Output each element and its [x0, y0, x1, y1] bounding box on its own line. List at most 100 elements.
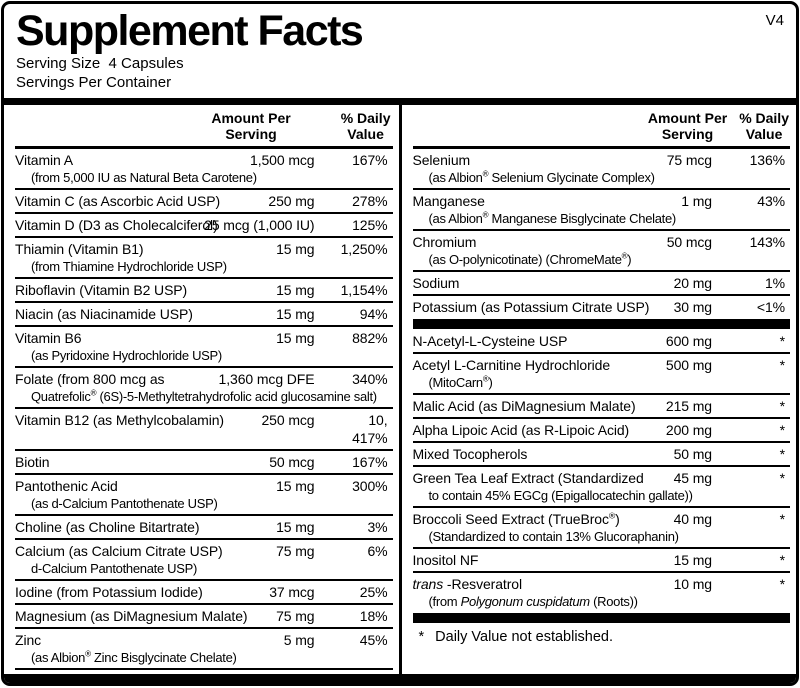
nutrient-name: Vitamin B12 (as Methylcobalamin) [15, 412, 224, 428]
nutrient-source: to contain 45% EGCg (Epigallocatechin ga… [428, 488, 693, 503]
left-rows: Vitamin A 1,500 mcg 167% (from 5,000 IU as … [15, 149, 393, 670]
page-title: Supplement Facts [16, 7, 364, 55]
nutrient-daily-value: 340% [352, 371, 388, 387]
nutrient-amount: 75 mcg [666, 152, 712, 168]
nutrient-daily-value: <1% [756, 299, 785, 315]
nutrient-row: Vitamin B6 15 mg 882% (as Pyridoxine Hydroc… [15, 325, 393, 366]
nutrient-daily-value: 43% [757, 193, 785, 209]
amount-per-serving-header: Amount Per Serving [211, 110, 290, 142]
nutrient-name: Riboflavin (Vitamin B2 USP) [15, 282, 188, 298]
nutrient-row: Thiamin (Vitamin B1) 15 mg 1,250% (from Thi… [15, 236, 393, 277]
nutrient-row: Folate (from 800 mcg as 1,360 mcg DFE 340%… [15, 366, 393, 407]
nutrient-row: Biotin 50 mcg 167% [15, 449, 393, 473]
nutrient-row: Pantothenic Acid 15 mg 300% (as d-Calcium P… [15, 473, 393, 514]
nutrient-name: Acetyl L-Carnitine Hydrochloride [412, 357, 611, 373]
nutrient-source: (as Albion® Selenium Glycinate Complex) [428, 169, 655, 185]
daily-value-header: % Daily Value [739, 110, 789, 142]
nutrient-row: Niacin (as Niacinamide USP) 15 mg 94% [15, 301, 393, 325]
section-divider-bar [412, 319, 790, 329]
nutrient-daily-value: * [779, 511, 785, 527]
nutrient-amount: 50 mg [673, 446, 713, 462]
nutrient-name: Sodium [412, 275, 460, 291]
dv-header-line2: Value [745, 126, 783, 142]
nutrient-amount: 15 mg [276, 330, 315, 346]
nutrient-row: Magnesium (as DiMagnesium Malate) 75 mg 18… [15, 603, 393, 627]
nutrient-source: (Standardized to contain 13% Glucoraphan… [428, 529, 679, 544]
footnote-asterisk: * [418, 629, 425, 645]
nutrient-daily-value: * [779, 333, 785, 349]
nutrient-row: N-Acetyl-L-Cysteine USP 600 mg * [413, 330, 791, 352]
nutrient-row: Zinc 5 mg 45% (as Albion® Zinc Bisglycinate… [15, 627, 393, 668]
nutrient-daily-value: 300% [352, 478, 388, 494]
nutrient-row: trans -Resveratrol 10 mg * (from Polygonum … [412, 571, 790, 612]
nutrient-daily-value: * [779, 576, 785, 592]
footnote-text: Daily Value not established. [435, 629, 614, 645]
nutrient-name: Malic Acid (as DiMagnesium Malate) [412, 398, 636, 414]
nutrient-name: Vitamin C (as Ascorbic Acid USP) [15, 193, 221, 209]
nutrient-name: Inositol NF [412, 552, 479, 568]
nutrient-daily-value: * [779, 422, 785, 438]
nutrient-daily-value: 167% [352, 152, 388, 168]
nutrient-amount: 75 mg [276, 543, 315, 559]
column-divider [398, 105, 402, 674]
nutrient-name: Folate (from 800 mcg as [15, 371, 165, 387]
amount-header-line1: Amount Per [211, 110, 291, 126]
right-column: Amount Per Serving % Daily Value Seleniu… [402, 105, 797, 674]
nutrient-row: Manganese 1 mg 43% (as Albion® Manganese Bi… [412, 188, 790, 229]
nutrient-source: (as Albion® Zinc Bisglycinate Chelate) [31, 649, 237, 665]
nutrient-amount: 25 mcg (1,000 IU) [204, 217, 315, 233]
nutrient-daily-value: 882% [352, 330, 388, 346]
nutrient-name: Vitamin D (D3 as Cholecalciferol) [15, 217, 218, 233]
nutrient-amount: 20 mg [673, 275, 713, 291]
nutrient-row: Potassium (as Potassium Citrate USP) 30 m… [412, 294, 790, 318]
nutrient-amount: 10 mg [673, 576, 713, 592]
nutrient-row: Sodium 20 mg 1% [412, 270, 790, 294]
nutrient-name: Chromium [412, 234, 477, 250]
nutrient-name: trans -Resveratrol [412, 576, 523, 592]
amount-header-line2: Serving [225, 126, 277, 142]
right-column-header: Amount Per Serving % Daily Value [412, 105, 790, 149]
nutrient-amount: 15 mg [276, 241, 315, 257]
footnote-divider-bar [412, 613, 790, 623]
nutrient-row: Vitamin B12 (as Methylcobalamin) 250 mcg 1… [15, 407, 393, 449]
nutrient-row: Alpha Lipoic Acid (as R-Lipoic Acid) 200 … [412, 417, 790, 441]
nutrient-name: Alpha Lipoic Acid (as R-Lipoic Acid) [412, 422, 630, 438]
nutrient-source: (as Pyridoxine Hydrochloride USP) [31, 348, 222, 363]
nutrient-amount: 215 mg [665, 398, 712, 414]
nutrient-daily-value: 1,250% [340, 241, 388, 257]
nutrient-source: (from Thiamine Hydrochloride USP) [31, 259, 227, 274]
nutrient-amount: 15 mg [673, 552, 713, 568]
nutrient-daily-value: 45% [359, 632, 388, 648]
nutrient-row: Broccoli Seed Extract (TrueBroc®) 40 mg * (… [412, 506, 790, 547]
nutrient-row: Mixed Tocopherols 50 mg * [412, 441, 790, 465]
nutrient-name: Calcium (as Calcium Citrate USP) [15, 543, 223, 559]
nutrient-amount: 600 mg [665, 333, 712, 349]
dv-header-line2: Value [347, 126, 384, 142]
nutrient-amount: 1 mg [681, 193, 712, 209]
nutrient-source: (as Albion® Manganese Bisglycinate Chela… [428, 210, 677, 226]
nutrient-source: (from 5,000 IU as Natural Beta Carotene) [31, 170, 257, 185]
nutrient-daily-value: * [779, 552, 785, 568]
nutrient-amount: 40 mg [673, 511, 713, 527]
nutrient-daily-value: 1,154% [340, 282, 388, 298]
nutrient-row: Vitamin C (as Ascorbic Acid USP) 250 mg 27… [15, 188, 393, 212]
nutrient-daily-value: 143% [749, 234, 786, 250]
footnote: * Daily Value not established. [413, 624, 791, 648]
nutrient-amount: 50 mcg [269, 454, 315, 470]
dv-header-line1: % Daily [340, 110, 391, 126]
nutrient-daily-value: 3% [367, 519, 388, 535]
right-rows: Selenium 75 mcg 136% (as Albion® Selenium G… [412, 149, 791, 612]
nutrient-amount: 50 mcg [666, 234, 712, 250]
nutrient-name: Mixed Tocopherols [412, 446, 528, 462]
nutrient-amount: 250 mg [268, 193, 315, 209]
nutrient-amount: 15 mg [276, 519, 315, 535]
version-label: V4 [765, 12, 784, 29]
nutrient-amount: 500 mg [665, 357, 712, 373]
nutrient-daily-value: 10, 417% [352, 412, 388, 446]
nutrient-name: Manganese [412, 193, 485, 209]
label-header: Supplement Facts V4 Serving Size 4 Capsu… [4, 4, 796, 98]
nutrient-row: Chromium 50 mcg 143% (as O-polynicotinate) … [412, 229, 790, 270]
nutrient-amount: 15 mg [276, 282, 315, 298]
nutrient-row: Calcium (as Calcium Citrate USP) 75 mg 6% d… [15, 538, 393, 579]
